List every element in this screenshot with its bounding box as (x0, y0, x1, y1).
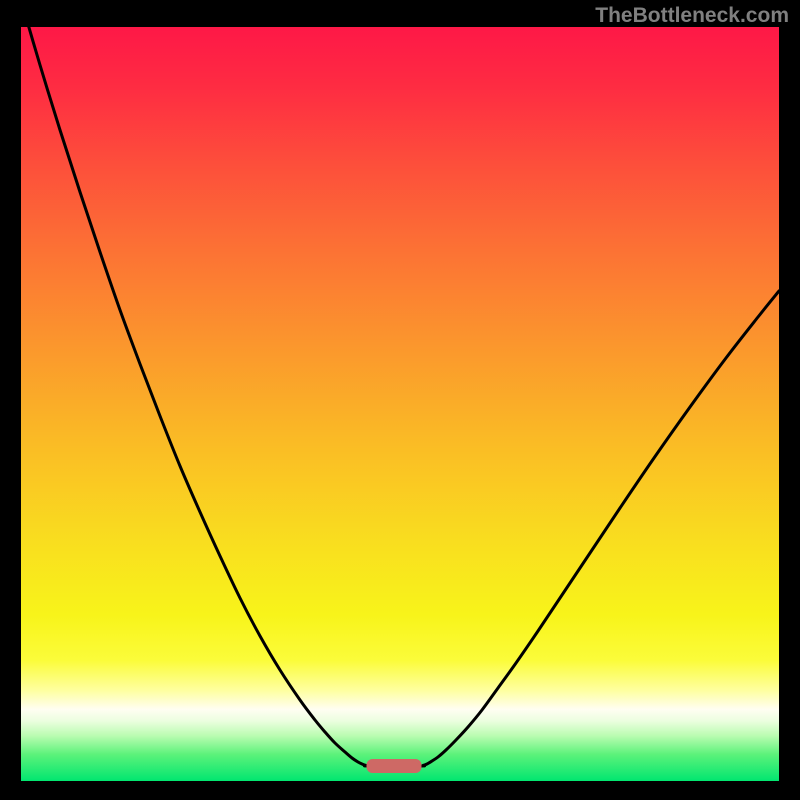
plot-border (0, 0, 21, 800)
watermark-text: TheBottleneck.com (595, 4, 789, 28)
bottleneck-chart (0, 0, 800, 800)
optimal-range-marker (367, 759, 422, 773)
plot-border (0, 781, 800, 800)
heatmap-gradient (21, 27, 779, 781)
plot-border (779, 0, 800, 800)
